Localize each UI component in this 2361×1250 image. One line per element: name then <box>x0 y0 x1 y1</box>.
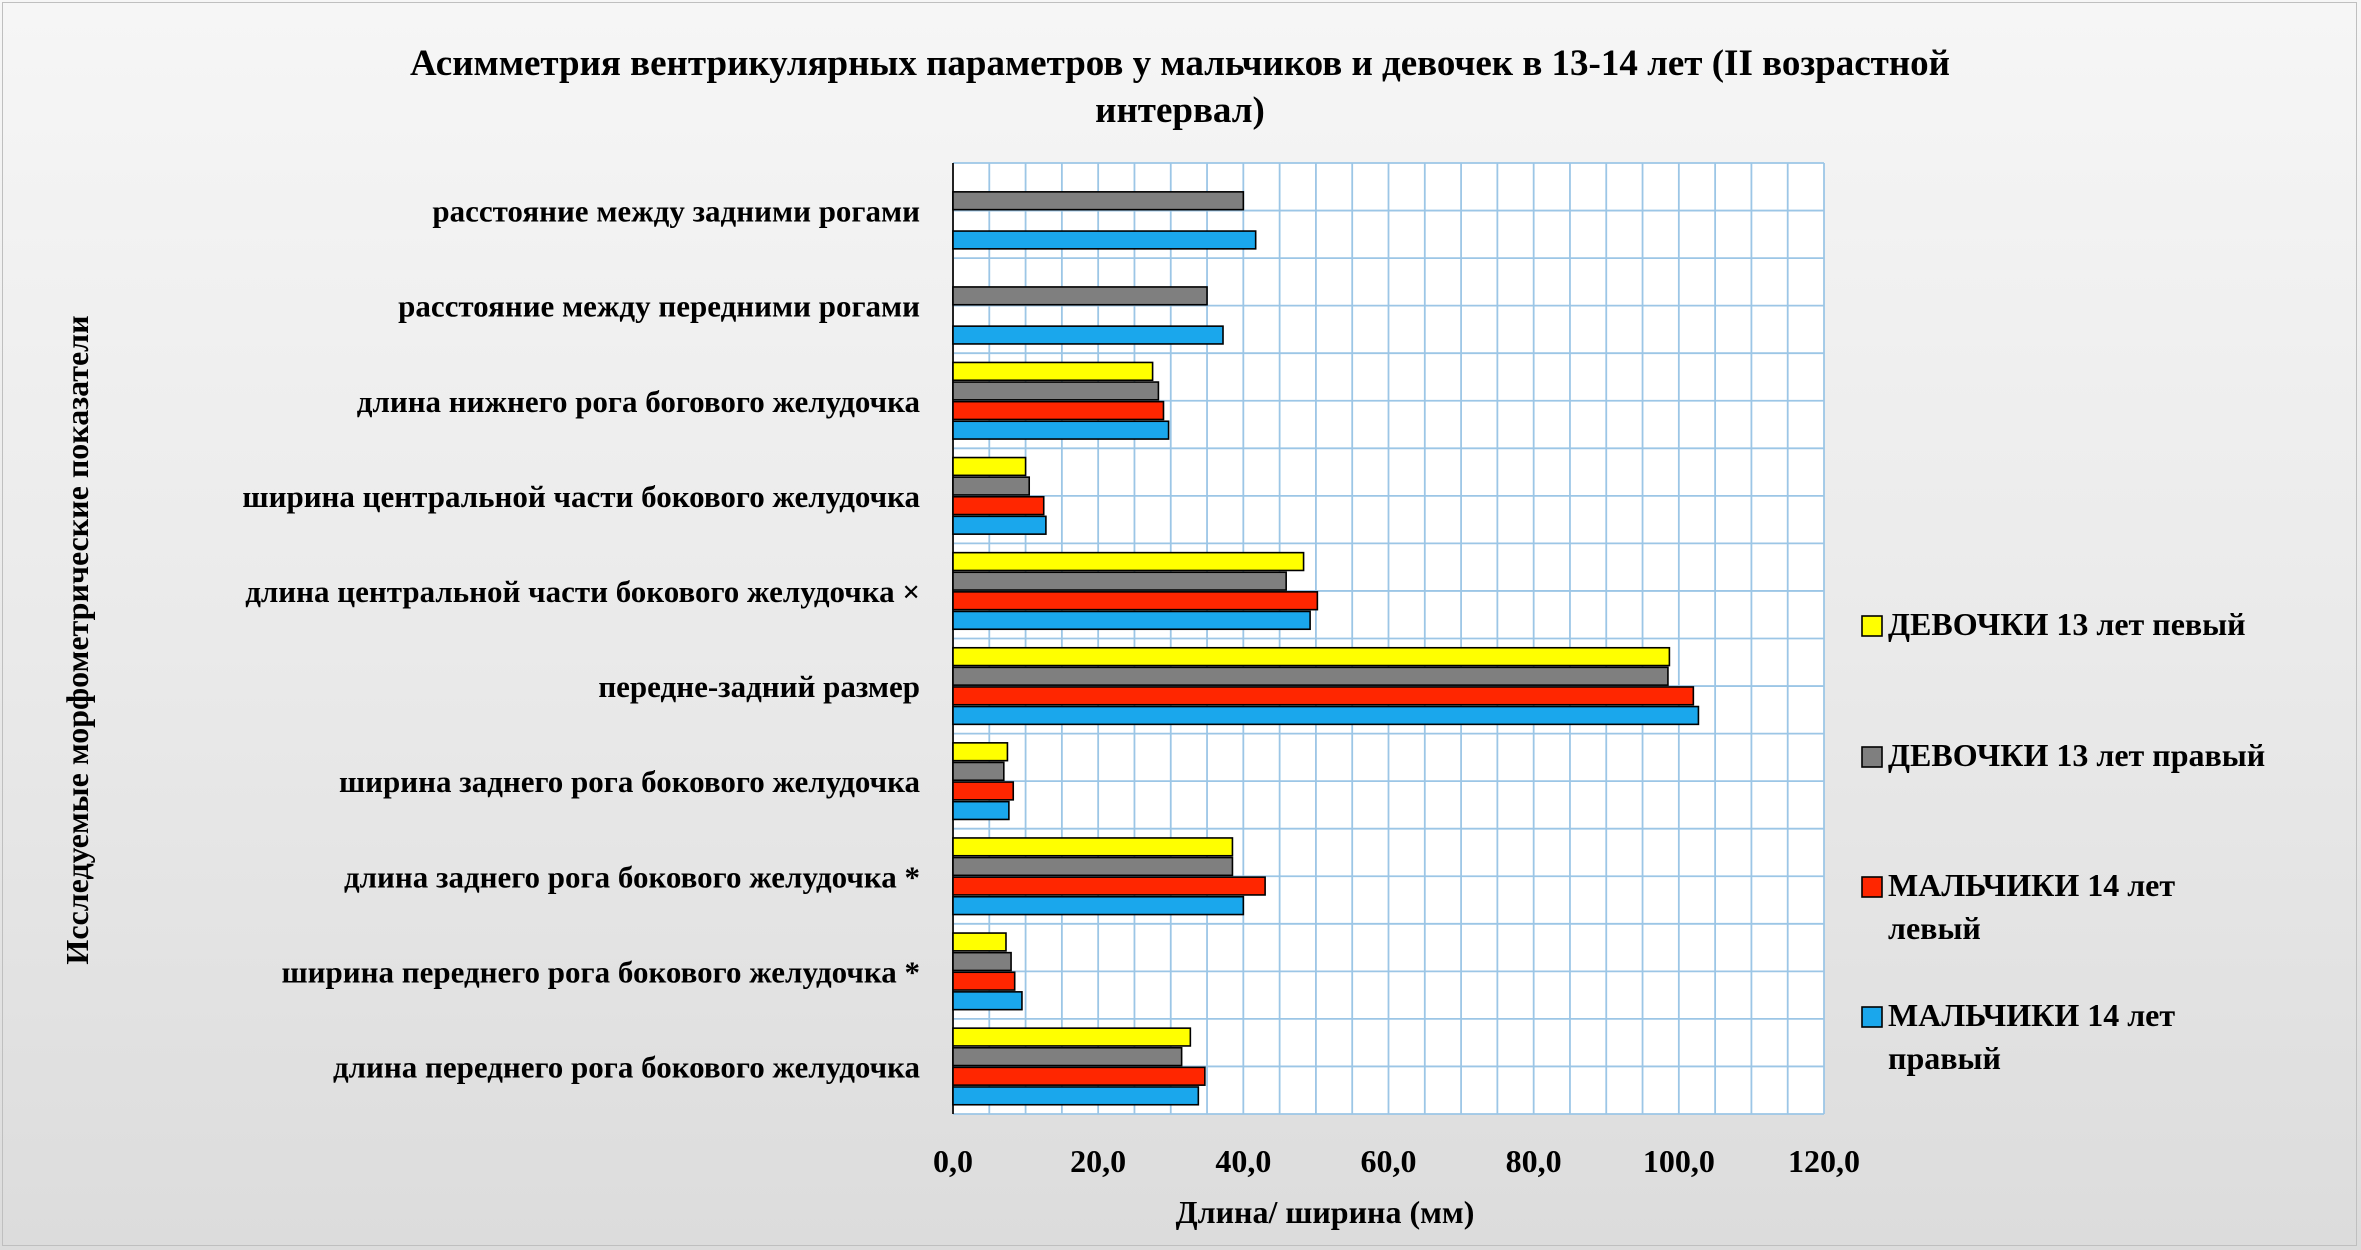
y-axis-label: Исследуемые морфометрические показатели <box>59 315 95 964</box>
x-tick-label: 40,0 <box>1215 1143 1271 1179</box>
category-label: ширина переднего рога бокового желудочка… <box>281 954 920 989</box>
category-label: передне-задний размер <box>598 669 920 704</box>
bar <box>952 571 1287 591</box>
x-tick-label: 20,0 <box>1070 1143 1126 1179</box>
bar <box>952 420 1170 440</box>
category-label: расстояние между задними рогами <box>432 194 920 229</box>
bar <box>952 895 1245 916</box>
x-axis-label: Длина/ ширина (мм) <box>1176 1194 1475 1230</box>
x-tick-label: 120,0 <box>1788 1143 1860 1179</box>
legend-swatch <box>1861 615 1883 637</box>
bar <box>952 610 1311 631</box>
legend-label: МАЛЬЧИКИ 14 лет <box>1888 997 2175 1033</box>
legend-swatch <box>1861 876 1883 898</box>
chart-title: Асимметрия вентрикулярных параметров у м… <box>410 43 1950 131</box>
chart-title-line: Асимметрия вентрикулярных параметров у м… <box>410 43 1950 84</box>
x-tick-labels: 0,0 20,0 40,0 60,0 80,0 100,0 120,0 <box>933 1143 1860 1179</box>
bar <box>952 800 1010 821</box>
bar <box>952 761 1005 782</box>
bar <box>952 666 1669 686</box>
legend: ДЕВОЧКИ 13 лет певый ДЕВОЧКИ 13 лет правы… <box>1861 606 2265 1076</box>
category-label: длина центральной части бокового желудоч… <box>245 574 920 609</box>
bar <box>952 1046 1183 1067</box>
category-label: длина нижнего рога богового желудочка <box>357 384 921 419</box>
legend-label: ДЕВОЧКИ 13 лет певый <box>1888 606 2246 642</box>
bar <box>952 515 1047 535</box>
bar <box>952 230 1257 250</box>
legend-label: МАЛЬЧИКИ 14 лет <box>1888 867 2175 903</box>
bar <box>952 551 1305 572</box>
bar <box>952 742 1009 762</box>
category-label: расстояние между передними рогами <box>398 289 920 324</box>
bar <box>952 686 1695 706</box>
x-tick-label: 100,0 <box>1643 1143 1715 1179</box>
bar <box>952 1066 1206 1086</box>
bar <box>952 1027 1192 1047</box>
bars <box>952 191 1700 1106</box>
legend-label: правый <box>1888 1040 2001 1076</box>
bar <box>952 286 1208 306</box>
legend-label: левый <box>1888 910 1981 946</box>
x-tick-label: 80,0 <box>1506 1143 1562 1179</box>
bar <box>952 1086 1200 1106</box>
chart-title-line: интервал) <box>1095 90 1265 131</box>
bar <box>952 856 1234 877</box>
bar <box>952 932 1007 952</box>
legend-label: ДЕВОЧКИ 13 лет правый <box>1888 737 2265 773</box>
bar <box>952 400 1165 421</box>
bar <box>952 837 1234 857</box>
x-tick-label: 60,0 <box>1361 1143 1417 1179</box>
bar <box>952 476 1031 496</box>
bar <box>952 646 1671 667</box>
bar <box>952 456 1027 477</box>
bar <box>952 191 1245 211</box>
bar <box>952 951 1012 972</box>
bar <box>952 781 1015 801</box>
legend-swatch <box>1861 1006 1883 1028</box>
bar <box>952 361 1154 382</box>
category-label: длина переднего рога бокового желудочка <box>333 1049 921 1084</box>
category-label: ширина центральной части бокового желудо… <box>242 479 920 514</box>
legend-swatch <box>1861 746 1883 768</box>
bar <box>952 591 1319 611</box>
bar <box>952 325 1224 345</box>
category-label: длина заднего рога бокового желудочка * <box>344 859 920 894</box>
bar <box>952 991 1023 1011</box>
bar <box>952 971 1016 991</box>
bar <box>952 876 1266 896</box>
bar <box>952 381 1160 401</box>
bar <box>952 705 1700 726</box>
bar <box>952 495 1045 516</box>
x-tick-label: 0,0 <box>933 1143 973 1179</box>
grid <box>952 162 1825 1115</box>
category-label: ширина заднего рога бокового желудочка <box>339 764 921 799</box>
category-labels: расстояние между задними рогами расстояни… <box>242 194 920 1085</box>
